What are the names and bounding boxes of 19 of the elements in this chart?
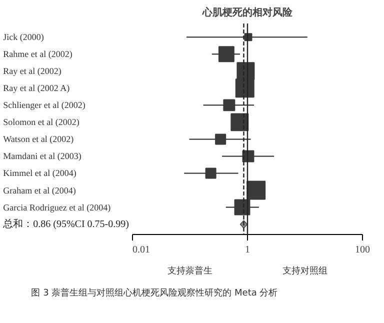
y-tick-label: Solomon et al (2002) — [3, 117, 80, 128]
y-tick-label: Watson et al (2002) — [3, 134, 74, 144]
y-tick-label: Ray et al (2002 A) — [3, 83, 70, 94]
y-tick-label: Graham et al (2004) — [3, 185, 76, 196]
y-tick-label: Rahme et al (2002) — [3, 49, 72, 60]
x-tick-label: 1 — [245, 244, 250, 256]
text: 支持对照组 — [282, 266, 328, 276]
y-tick-label: Ray et al (2002) — [3, 66, 62, 76]
x-tick-label: 100 — [355, 244, 370, 256]
y-tick-label: Garcia Rodriguez et al (2004) — [3, 202, 111, 212]
y-tick-label: Kimmel et al (2004) — [3, 168, 76, 178]
y-tick-label: Schlienger et al (2002) — [3, 100, 86, 110]
caption: 图 3 萘普生组与对照组心机梗死风险观察性研究的 Meta 分析 — [31, 288, 278, 298]
chart-title: 心肌梗死的相对风险 — [202, 6, 294, 18]
y-tick-label: Jick (2000) — [3, 32, 44, 42]
x-tick-label: 0.01 — [132, 244, 150, 256]
text: 总和：0.86 (95%CI 0.75-0.99) — [2, 218, 129, 230]
text: 支持萘普生 — [168, 266, 212, 276]
y-tick-label: Mamdani et al (2003) — [3, 151, 82, 162]
